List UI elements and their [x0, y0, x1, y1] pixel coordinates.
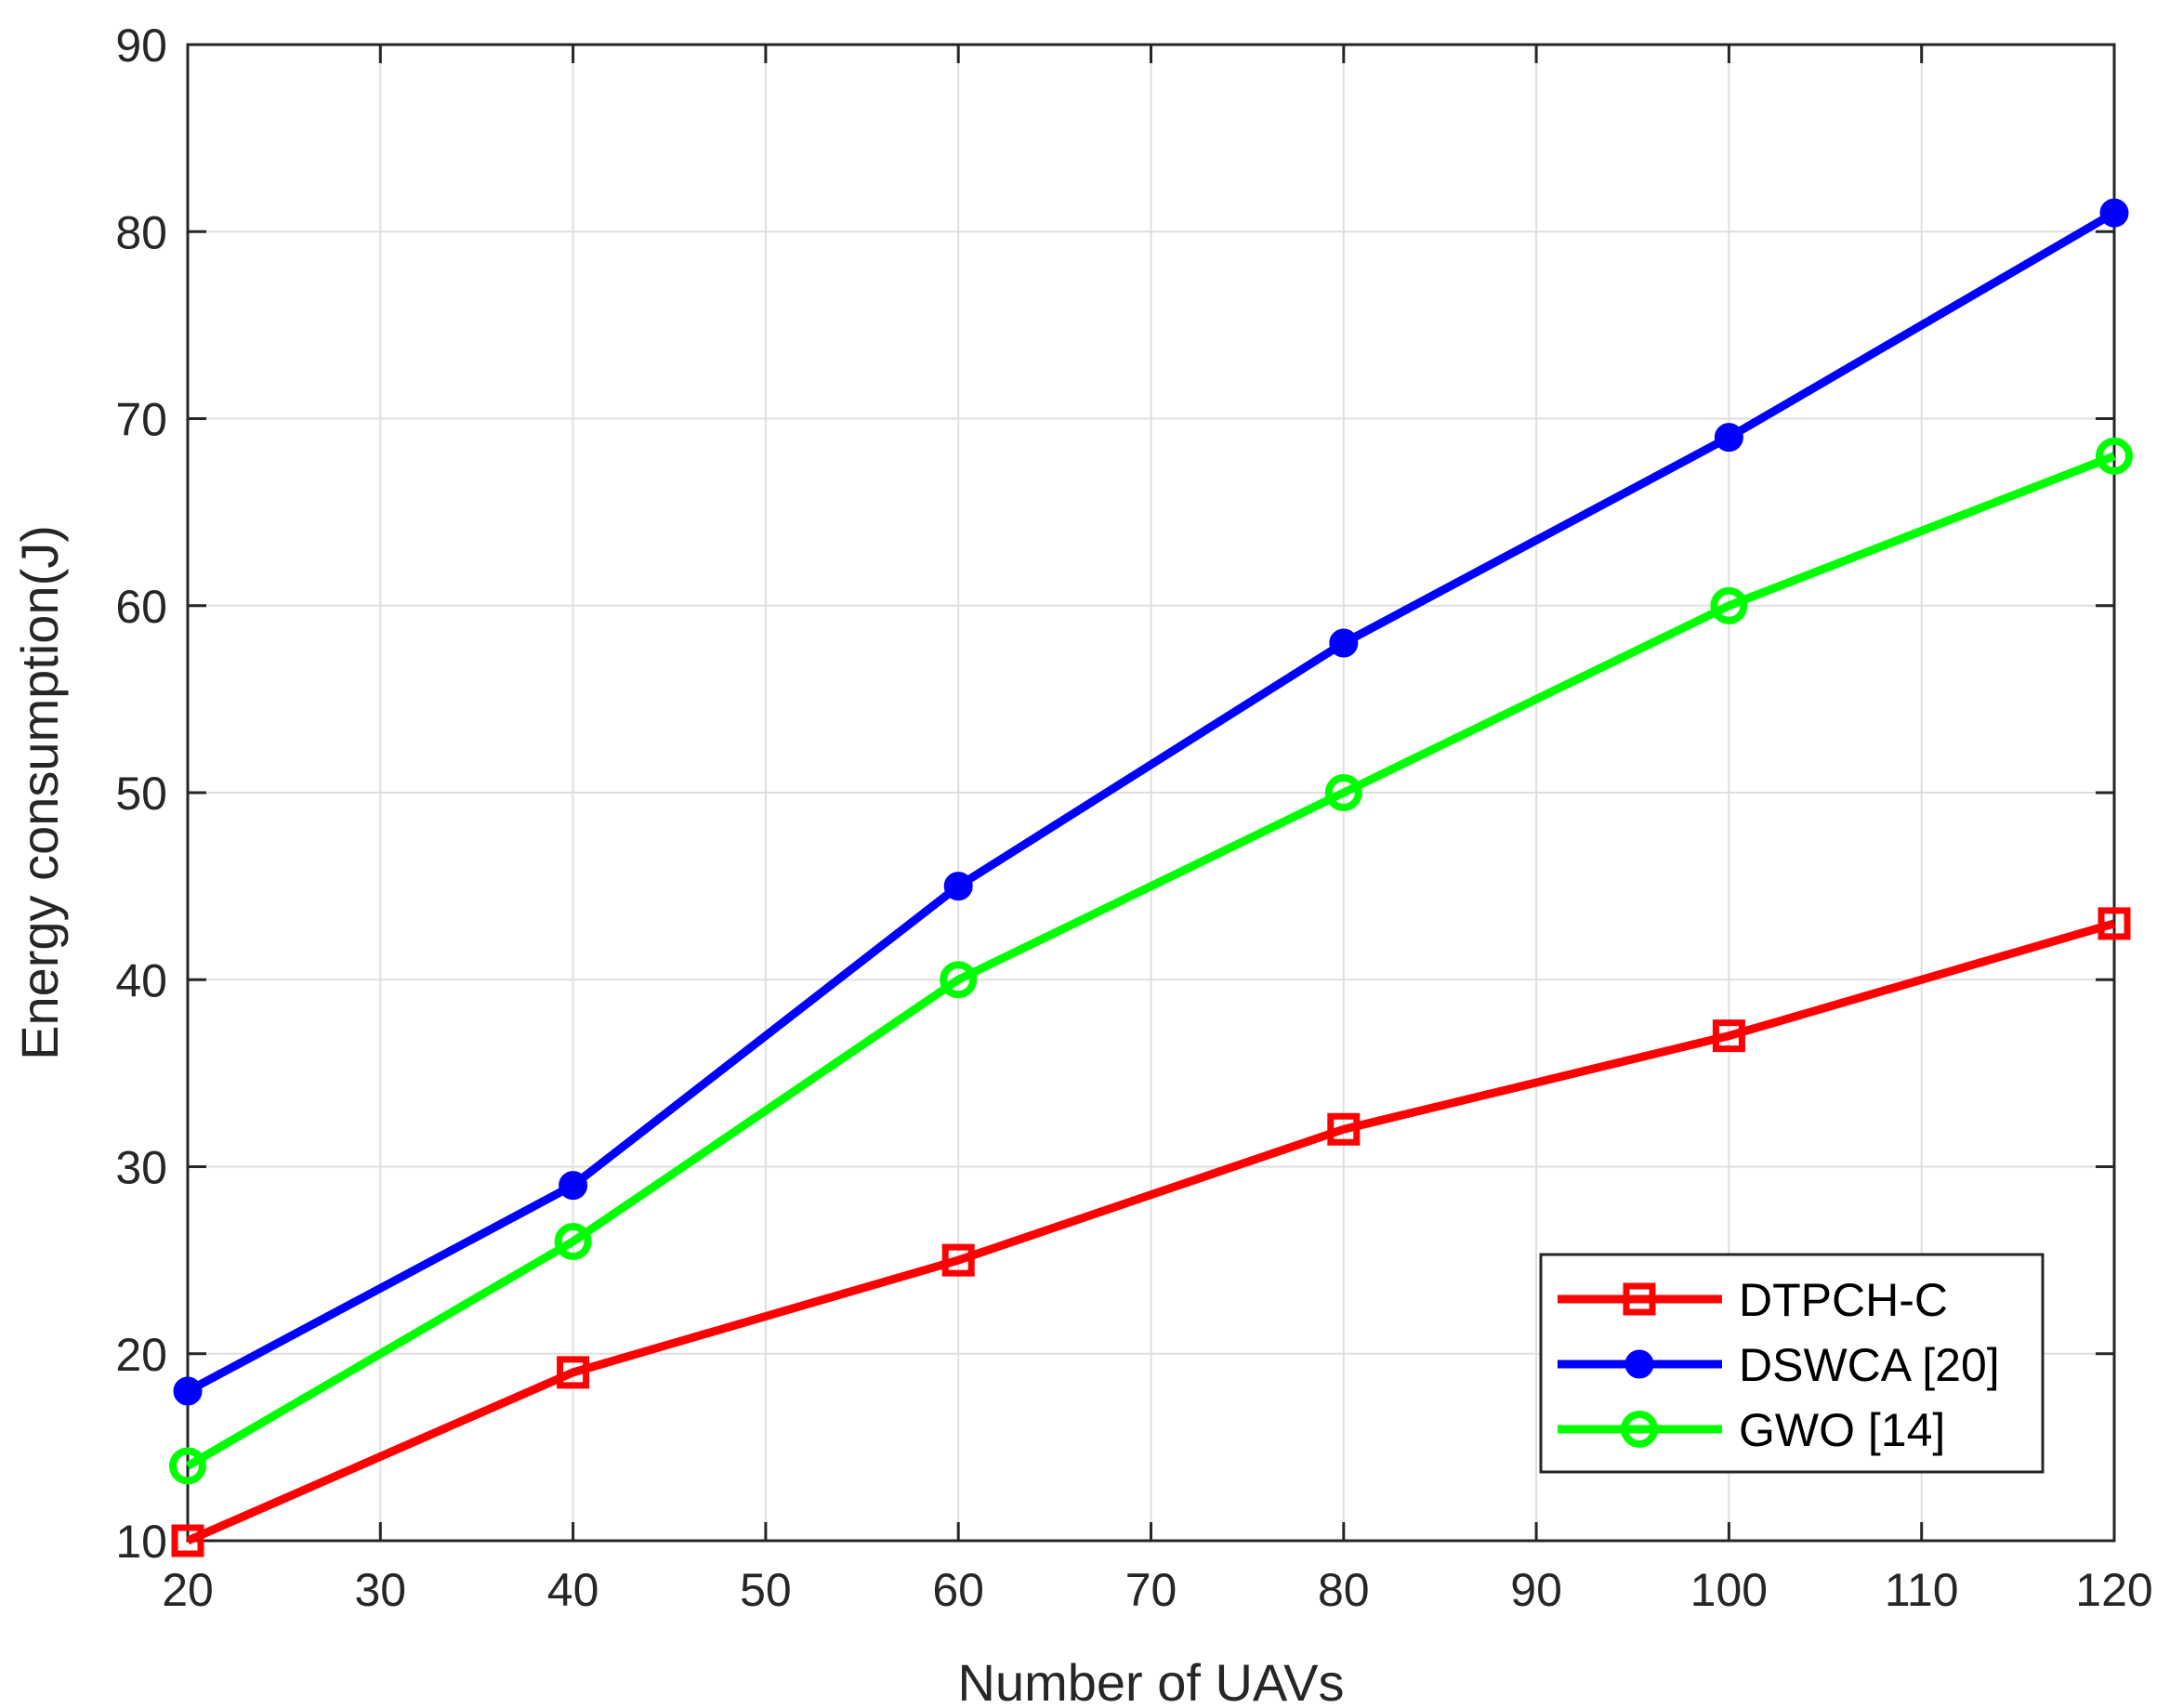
- series-line: [185, 209, 2117, 1395]
- x-tick-label: 60: [932, 1564, 984, 1616]
- y-tick-label: 30: [115, 1142, 167, 1194]
- y-tick-label: 10: [115, 1516, 167, 1568]
- y-tick-label: 50: [115, 768, 167, 820]
- legend-label: DSWCA [20]: [1739, 1339, 2000, 1391]
- data-point: [169, 1447, 206, 1485]
- y-tick-label: 70: [115, 394, 167, 446]
- x-tick-label: 120: [2075, 1564, 2152, 1616]
- x-axis-label: Number of UAVs: [958, 1653, 1345, 1708]
- legend: DTPCH-C DSWCA [20] GWO [14]: [1539, 1253, 2045, 1474]
- legend-swatch-marker: [1624, 1349, 1654, 1379]
- series-layer: [169, 198, 2133, 1557]
- data-point: [554, 1223, 592, 1260]
- series-line: [186, 919, 2116, 1545]
- data-point: [1329, 628, 1359, 658]
- x-tick-label: 100: [1690, 1564, 1768, 1616]
- x-tick-label: 70: [1125, 1564, 1177, 1616]
- data-point: [943, 872, 973, 901]
- data-point: [2096, 437, 2133, 475]
- legend-item: DSWCA [20]: [1558, 1339, 2000, 1391]
- x-tick-label: 30: [354, 1564, 406, 1616]
- data-point: [1324, 774, 1362, 811]
- y-tick-label: 20: [115, 1329, 167, 1381]
- legend-swatch-marker: [1623, 1282, 1656, 1316]
- x-tick-label: 90: [1510, 1564, 1562, 1616]
- data-point: [559, 1171, 588, 1201]
- x-tick-label: 20: [162, 1564, 214, 1616]
- y-axis-label: Energy consumption(J): [10, 525, 69, 1060]
- series-dtpch-c: [171, 907, 2131, 1557]
- tick-labels: 20 30 40 50 60 70 80 90 100 110 120102030405060708…: [115, 20, 2152, 1616]
- series-line: [185, 452, 2116, 1470]
- y-tick-label: 60: [115, 581, 167, 633]
- legend-item: GWO [14]: [1558, 1404, 1945, 1456]
- data-point: [2098, 907, 2131, 940]
- legend-label: DTPCH-C: [1739, 1274, 1948, 1326]
- data-point: [1714, 423, 1743, 453]
- x-tick-label: 80: [1318, 1564, 1370, 1616]
- x-tick-label: 40: [547, 1564, 599, 1616]
- data-point: [557, 1356, 590, 1389]
- data-point: [1712, 1019, 1745, 1053]
- data-point: [171, 1524, 204, 1557]
- legend-label: GWO [14]: [1739, 1404, 1945, 1456]
- data-point: [1710, 586, 1748, 624]
- data-point: [940, 961, 978, 999]
- data-point: [173, 1376, 203, 1406]
- data-point: [1327, 1112, 1361, 1146]
- x-tick-label: 110: [1885, 1564, 1959, 1616]
- y-tick-label: 90: [115, 20, 167, 72]
- data-point: [2099, 198, 2129, 228]
- series-gwo-14: [169, 437, 2133, 1485]
- series-dswca-20: [173, 198, 2129, 1406]
- data-point: [941, 1243, 975, 1277]
- y-tick-label: 40: [115, 954, 167, 1006]
- legend-swatch-marker: [1621, 1411, 1658, 1448]
- y-tick-label: 80: [115, 206, 167, 258]
- legend-item: DTPCH-C: [1558, 1274, 1948, 1326]
- x-tick-label: 50: [740, 1564, 792, 1616]
